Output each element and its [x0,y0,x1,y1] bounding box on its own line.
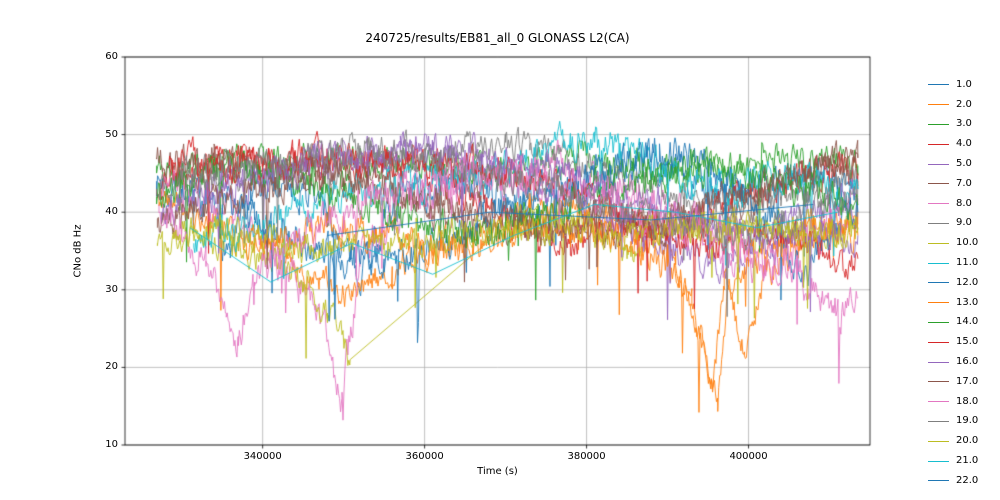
legend-swatch [928,460,949,462]
legend-item: 9.0 [928,214,1000,234]
legend-item: 11.0 [928,253,1000,273]
y-tick-label: 30 [105,283,118,295]
legend-label: 11.0 [956,257,979,269]
y-tick-label: 20 [105,361,118,373]
legend-label: 15.0 [956,336,979,348]
legend-swatch [928,104,949,106]
legend-label: 8.0 [956,197,972,209]
legend-item: 14.0 [928,313,1000,333]
legend-swatch [928,203,949,205]
legend-swatch [928,84,949,86]
legend-swatch [928,302,949,304]
legend: 1.0 2.0 3.0 4.0 5.0 7.0 8.0 9.0 10.0 11.0 12.0 13.0… [928,75,1000,491]
y-tick-label: 60 [105,51,118,62]
legend-label: 9.0 [956,217,972,229]
legend-swatch [928,163,949,165]
legend-label: 19.0 [956,415,979,427]
legend-label: 21.0 [956,455,979,467]
legend-swatch [928,321,949,323]
legend-swatch [928,381,949,383]
legend-item: 4.0 [928,134,1000,154]
legend-swatch [928,401,949,403]
legend-item: 15.0 [928,332,1000,352]
legend-item: 10.0 [928,233,1000,253]
legend-item: 5.0 [928,154,1000,174]
legend-label: 5.0 [956,158,972,170]
x-tick-label: 400000 [729,451,768,462]
legend-label: 16.0 [956,356,979,368]
legend-item: 22.0 [928,471,1000,491]
legend-item: 12.0 [928,273,1000,293]
legend-label: 22.0 [956,474,979,486]
chart-title: 240725/results/EB81_all_0 GLONASS L2(CA) [365,31,630,45]
legend-label: 10.0 [956,237,979,249]
legend-label: 14.0 [956,316,979,328]
legend-swatch [928,183,949,185]
legend-label: 4.0 [956,138,972,150]
legend-label: 13.0 [956,296,979,308]
y-tick-label: 40 [105,206,118,218]
legend-swatch [928,480,949,482]
legend-item: 16.0 [928,352,1000,372]
x-tick-label: 340000 [243,451,282,462]
legend-label: 18.0 [956,395,979,407]
legend-swatch [928,143,949,145]
x-tick-label: 360000 [405,451,444,462]
legend-label: 12.0 [956,276,979,288]
legend-item: 18.0 [928,392,1000,412]
y-tick-label: 10 [105,439,118,450]
legend-item: 1.0 [928,75,1000,95]
y-tick-label: 50 [105,128,118,140]
x-tick-label: 380000 [567,451,606,462]
legend-item: 8.0 [928,194,1000,214]
legend-item: 20.0 [928,431,1000,451]
legend-swatch [928,440,949,442]
legend-item: 3.0 [928,115,1000,135]
legend-swatch [928,361,949,363]
legend-label: 7.0 [956,177,972,189]
legend-swatch [928,262,949,264]
x-axis-label: Time (s) [477,466,518,477]
legend-swatch [928,420,949,422]
legend-item: 17.0 [928,372,1000,392]
legend-item: 2.0 [928,95,1000,115]
legend-label: 2.0 [956,98,972,110]
legend-swatch [928,341,949,343]
legend-item: 13.0 [928,293,1000,313]
legend-item: 7.0 [928,174,1000,194]
legend-label: 1.0 [956,78,972,90]
legend-label: 3.0 [956,118,972,130]
legend-item: 21.0 [928,451,1000,471]
legend-swatch [928,282,949,284]
legend-item: 19.0 [928,412,1000,432]
legend-swatch [928,222,949,224]
legend-swatch [928,123,949,125]
legend-label: 20.0 [956,435,979,447]
y-axis-label: CNo dB Hz [72,224,84,278]
legend-label: 17.0 [956,375,979,387]
legend-swatch [928,242,949,244]
